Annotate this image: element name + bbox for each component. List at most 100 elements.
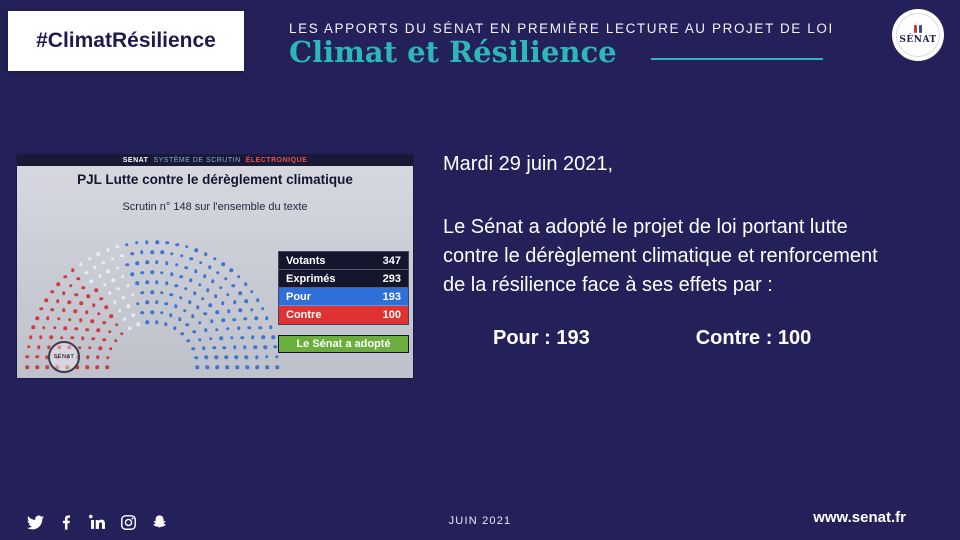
seat-dot: [155, 280, 159, 284]
seat-dot: [213, 294, 218, 299]
vote-statusbar: SENAT SYSTÈME DE SCRUTIN ÉLECTRONIQUE: [17, 155, 413, 166]
seat-dot: [79, 318, 83, 323]
seat-dot: [45, 355, 50, 359]
seat-dot: [243, 282, 248, 286]
seat-dot: [63, 275, 68, 279]
body-paragraph: Le Sénat a adopté le projet de loi porta…: [443, 216, 878, 296]
seat-dot: [127, 326, 132, 330]
seat-dot: [145, 300, 149, 304]
seat-dot: [73, 309, 77, 313]
seat-dot: [155, 300, 159, 304]
seat-dot: [36, 345, 41, 349]
header-kicker: LES APPORTS DU SÉNAT EN PREMIÈRE LECTURE…: [289, 21, 834, 36]
seat-dot: [206, 288, 210, 292]
seat-dot: [205, 365, 209, 369]
seat-dot: [222, 345, 227, 350]
seat-dot: [179, 274, 184, 279]
result-label: Contre: [286, 309, 322, 321]
seat-dot: [85, 355, 90, 360]
seat-dot: [117, 308, 122, 313]
social-icons: [27, 514, 168, 531]
seat-dot: [265, 365, 269, 369]
seat-dot: [255, 298, 260, 302]
seat-dot: [150, 290, 154, 294]
seat-dot: [140, 290, 144, 295]
seat-dot: [81, 285, 85, 290]
seat-dot: [275, 365, 279, 369]
seat-dot: [198, 261, 203, 265]
seat-dot: [105, 248, 110, 252]
seat-dot: [135, 261, 139, 265]
seat-dot: [165, 261, 169, 265]
seat-dot: [59, 335, 64, 340]
seat-dot: [230, 336, 234, 340]
seat-dot: [234, 355, 239, 359]
seat-dot: [164, 301, 169, 306]
seat-dot: [121, 295, 126, 300]
seat-dot: [145, 280, 149, 284]
seat-dot: [159, 311, 164, 315]
seat-dot: [125, 263, 129, 267]
snapchat-icon: [151, 514, 168, 531]
vote-figures: Pour : 193 Contre : 100: [443, 327, 905, 350]
text-column: Mardi 29 juin 2021, Le Sénat a adopté le…: [443, 153, 905, 350]
seat-dot: [116, 287, 121, 291]
seat-dot: [50, 290, 54, 294]
seat-dot: [197, 282, 202, 287]
seat-dot: [109, 346, 113, 351]
seat-dot: [68, 283, 73, 288]
result-row-exprims: Exprimés 293: [279, 270, 408, 288]
seat-dot: [106, 355, 110, 360]
seat-dot: [195, 365, 199, 369]
footer-website: www.senat.fr: [813, 509, 906, 526]
seat-dot: [79, 262, 83, 266]
seat-dot: [145, 320, 150, 324]
seat-dot: [79, 301, 84, 306]
seat-dot: [145, 260, 149, 264]
seat-dot: [45, 365, 49, 369]
seat-dot: [253, 345, 257, 349]
seat-dot: [26, 345, 31, 349]
seat-dot: [186, 338, 191, 343]
seat-dot: [164, 322, 168, 326]
seat-dot: [140, 270, 144, 275]
seat-dot: [67, 300, 72, 304]
seat-dot: [197, 321, 202, 325]
seat-dot: [203, 252, 208, 256]
seat-dot: [99, 297, 103, 301]
seat-dot: [106, 269, 111, 274]
seat-dot: [247, 326, 252, 330]
seat-dot: [56, 282, 61, 286]
result-label: Exprimés: [286, 272, 336, 285]
result-value: 100: [382, 309, 401, 321]
seat-dot: [254, 316, 258, 321]
seat-dot: [28, 335, 33, 339]
contre-figure: Contre : 100: [695, 327, 812, 349]
seat-dot: [243, 317, 248, 321]
seat-dot: [185, 323, 190, 327]
seat-dot: [255, 365, 259, 369]
seat-dot: [31, 325, 36, 330]
seat-dot: [274, 355, 279, 359]
seat-dot: [183, 287, 188, 291]
seat-dot: [160, 270, 164, 275]
seat-dot: [122, 317, 127, 322]
vote-title: PJL Lutte contre le dérèglement climatiq…: [77, 172, 353, 187]
seat-dot: [209, 319, 214, 324]
seat-dot: [111, 278, 116, 282]
seat-dot: [227, 309, 231, 313]
seat-dot: [154, 320, 159, 324]
seat-dot: [221, 262, 225, 266]
seat-dot: [224, 277, 228, 281]
seat-dot: [216, 271, 220, 275]
seat-dot: [35, 365, 39, 369]
seat-dot: [185, 245, 189, 249]
seat-dot: [207, 265, 212, 270]
seat-dot: [62, 291, 66, 295]
seat-dot: [74, 292, 78, 297]
senat-logo-text: SÉNAT: [899, 35, 937, 45]
seat-dot: [130, 251, 134, 256]
result-label: Votants: [286, 254, 326, 267]
twitter-icon: [27, 514, 44, 531]
seat-dot: [102, 321, 107, 325]
